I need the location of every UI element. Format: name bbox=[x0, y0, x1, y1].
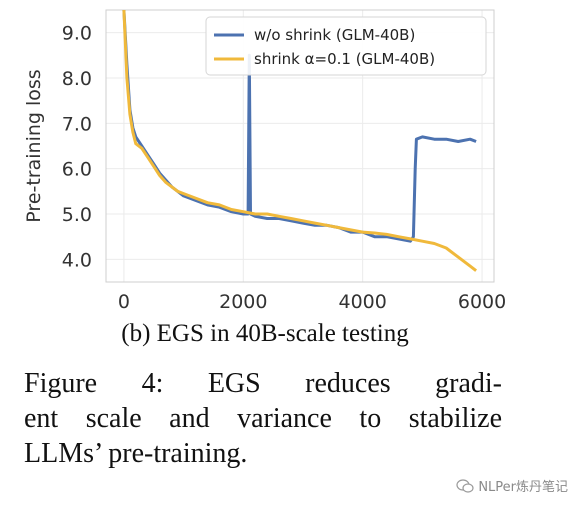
wechat-icon bbox=[456, 478, 474, 493]
y-tick-label: 5.0 bbox=[62, 204, 92, 226]
x-tick-label: 0 bbox=[118, 291, 130, 313]
y-axis-label: Pre-training loss bbox=[23, 69, 45, 222]
caption-line-3: LLMs’ pre-training. bbox=[24, 438, 248, 469]
legend-box bbox=[205, 16, 487, 76]
y-tick-label: 6.0 bbox=[62, 159, 92, 181]
legend-entry: shrink α=0.1 (GLM-40B) bbox=[254, 50, 435, 68]
y-tick-label: 9.0 bbox=[62, 23, 92, 45]
series-lines bbox=[122, 10, 478, 272]
y-tick-label: 4.0 bbox=[62, 249, 92, 271]
plot-frame bbox=[105, 9, 495, 283]
legend-entry: w/o shrink (GLM-40B) bbox=[254, 26, 415, 44]
subcaption: (b) EGS in 40B-scale testing bbox=[121, 320, 409, 347]
figure-caption: Figure 4: EGS reduces gradi- ent scale a… bbox=[24, 366, 502, 471]
caption-line-1: Figure 4: EGS reduces gradi- bbox=[24, 368, 502, 399]
y-tick-label: 8.0 bbox=[62, 68, 92, 90]
y-tick-label: 7.0 bbox=[62, 113, 92, 135]
series-line-2 bbox=[122, 10, 478, 272]
watermark-text: NLPer炼丹笔记 bbox=[478, 480, 568, 495]
x-tick-label: 2000 bbox=[219, 291, 267, 313]
x-tick-label: 6000 bbox=[458, 291, 506, 313]
watermark: NLPer炼丹笔记 bbox=[456, 476, 568, 495]
y-tick-labels: 4.0 5.0 6.0 7.0 8.0 9.0 bbox=[62, 23, 92, 272]
legend: w/o shrink (GLM-40B) shrink α=0.1 (GLM-40… bbox=[205, 16, 487, 76]
x-tick-labels: 0 2000 4000 6000 bbox=[118, 291, 506, 313]
x-tick-label: 4000 bbox=[338, 291, 386, 313]
caption-line-2: ent scale and variance to stabilize bbox=[24, 403, 502, 434]
loss-chart: 0 2000 4000 6000 4.0 5.0 6.0 7.0 8.0 9.0 Pre-tra… bbox=[23, 9, 506, 313]
